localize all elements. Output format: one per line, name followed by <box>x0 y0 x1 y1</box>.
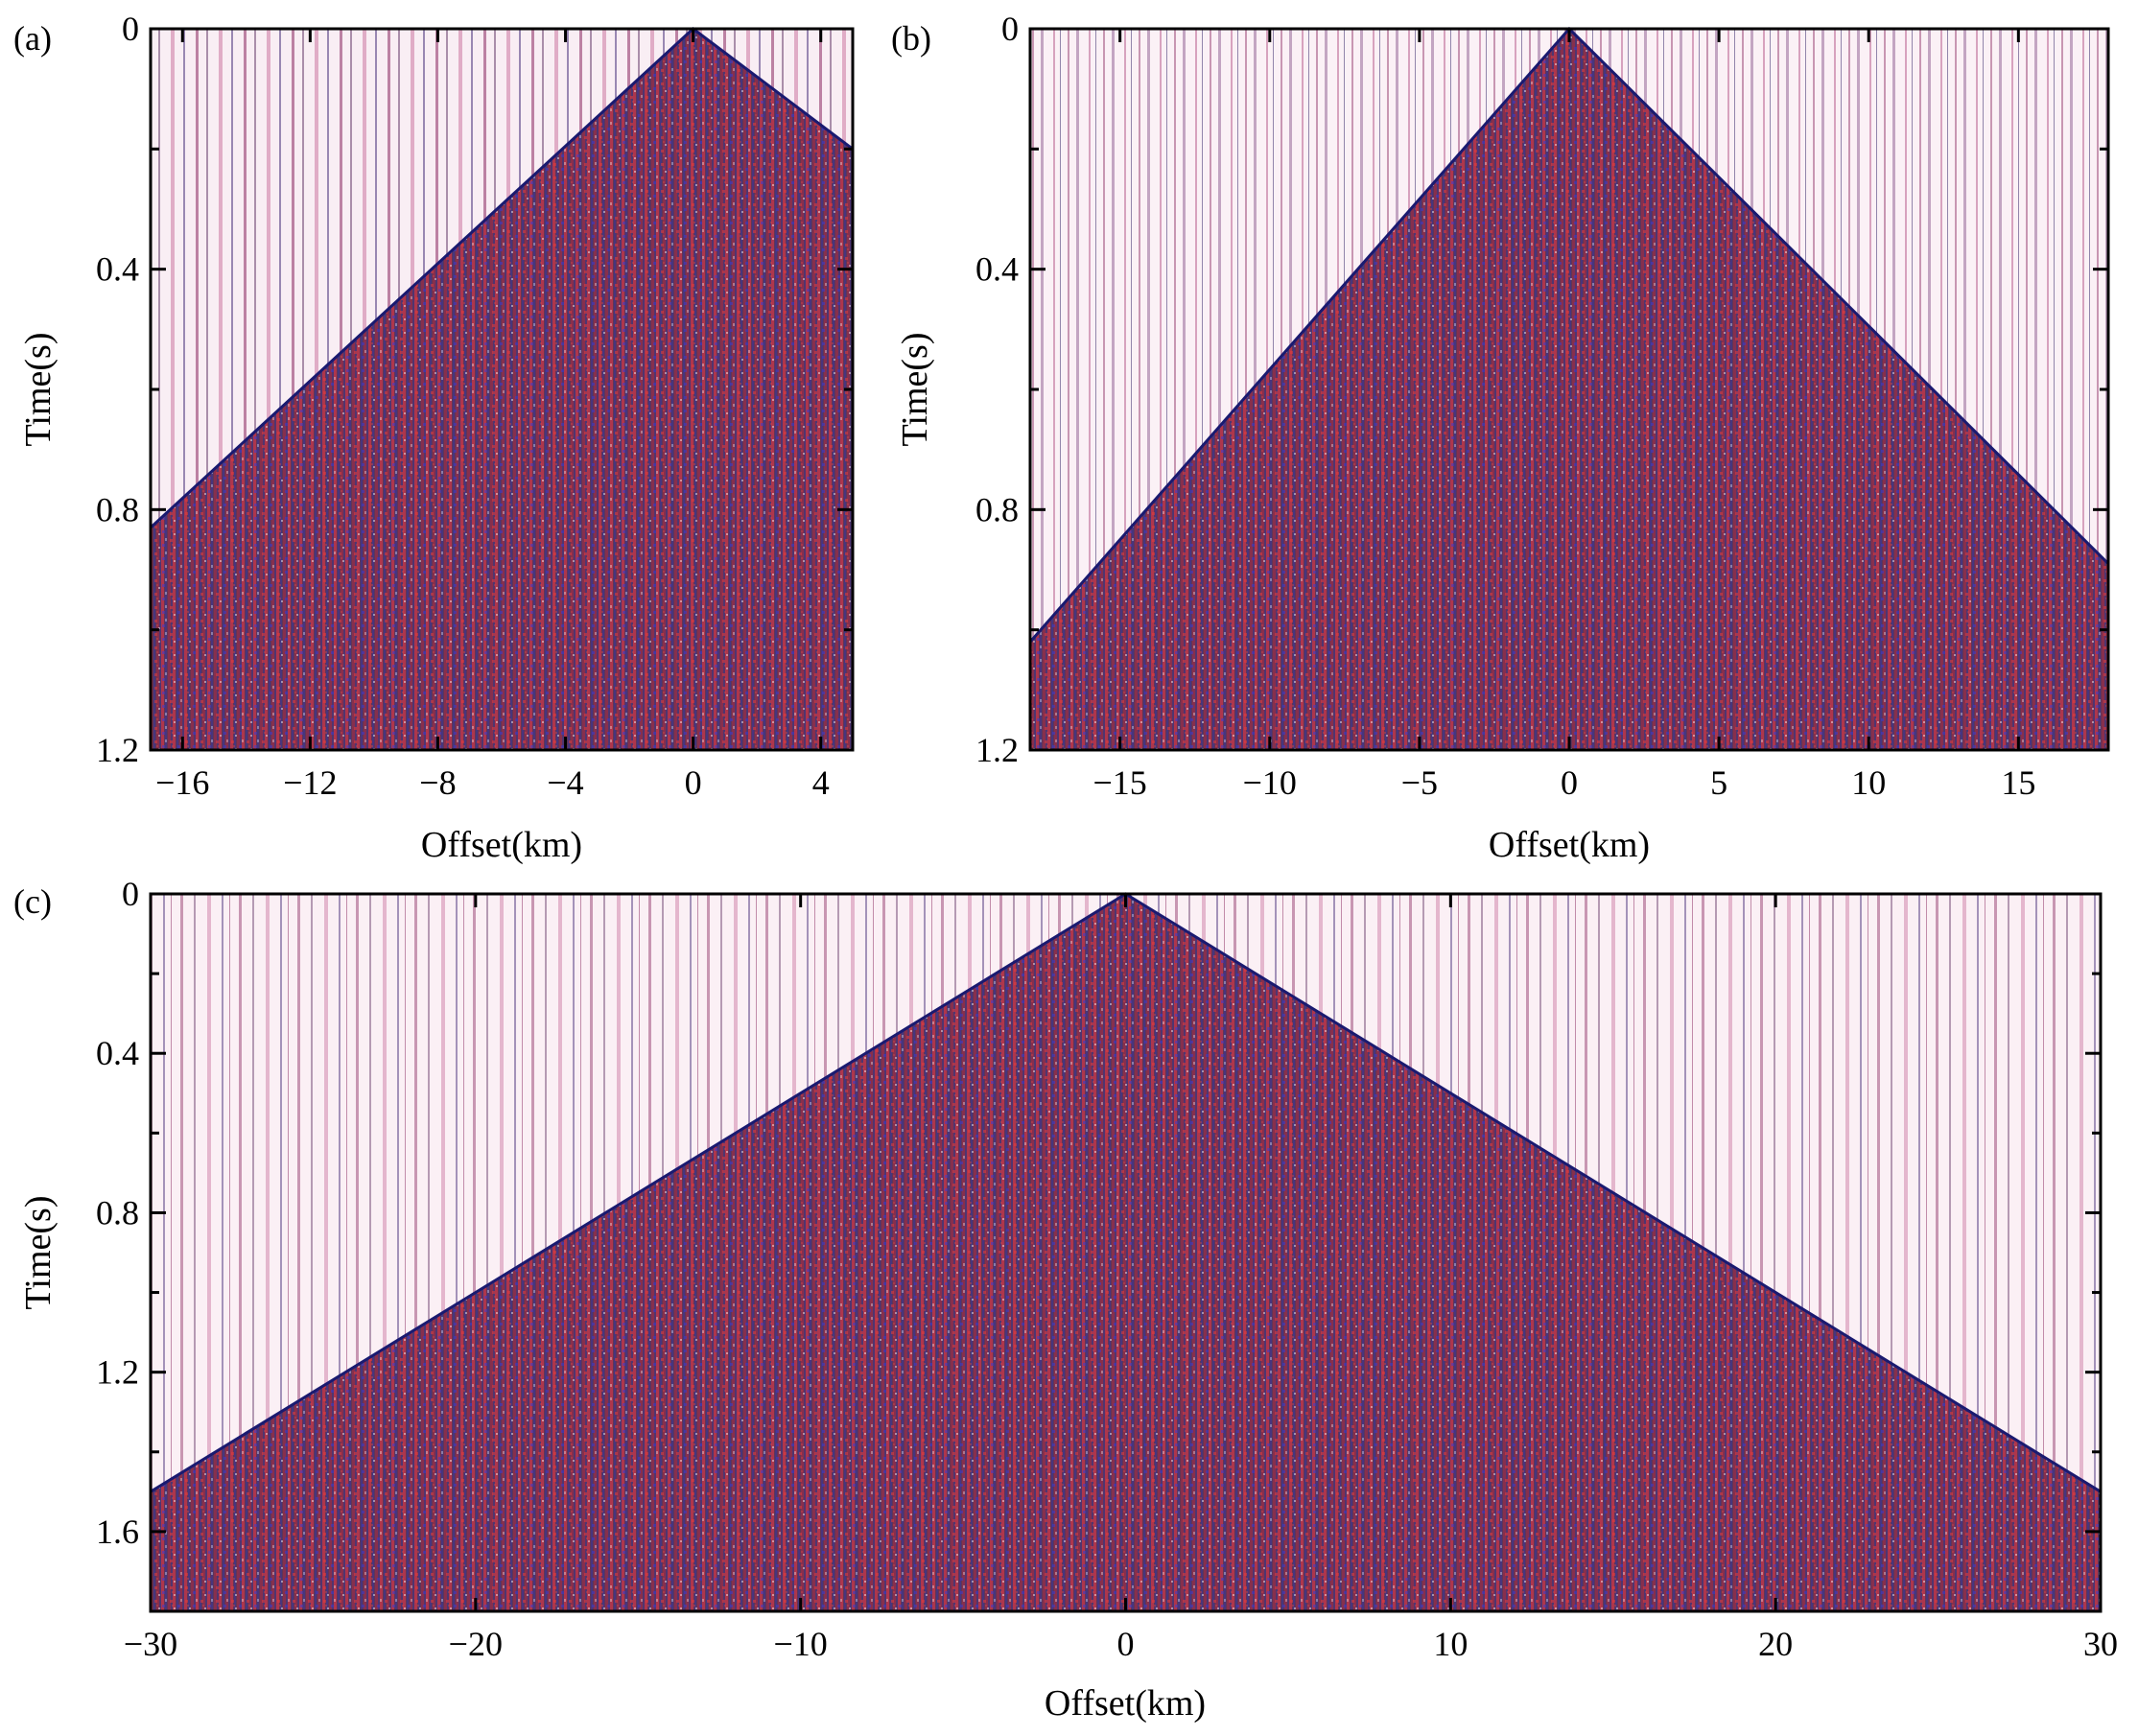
panel-c-xtick-label: 10 <box>1433 1625 1468 1663</box>
panel-c-xtick-label: −10 <box>774 1625 828 1663</box>
panel-c-wavefield-haze <box>151 894 2101 1611</box>
panel-c-xtick-label: −30 <box>124 1625 177 1663</box>
panel-a-ytick-label: 0.8 <box>96 490 139 528</box>
panel-b-ytick-label: 0.8 <box>975 490 1019 528</box>
panel-a-axes: −16 −12 −8 −4 0 4 0 0.4 0.8 1.2 <box>96 10 853 802</box>
panel-a-wavefield-haze <box>151 29 853 750</box>
panel-b-xtick-label: −5 <box>1401 763 1438 802</box>
panel-c-ylabel: Time(s) <box>18 1196 59 1310</box>
panel-b-xtick-label: −15 <box>1093 763 1147 802</box>
panel-c-label: (c) <box>13 882 52 921</box>
panel-b-ytick-label: 0 <box>1001 10 1019 48</box>
panel-a-xtick-label: −4 <box>547 763 583 802</box>
panel-c-wavefield-noise <box>151 894 2101 1611</box>
panel-b-xtick-label: 0 <box>1561 763 1578 802</box>
panel-c-axes: −30 −20 −10 0 10 20 30 0 0.4 0.8 1.2 1.6 <box>96 875 2118 1663</box>
panel-b-xtick-label: −10 <box>1243 763 1297 802</box>
panel-b-wavefield-noise <box>1030 29 2108 750</box>
panel-b-label: (b) <box>891 19 931 58</box>
panel-c-ytick-label: 0.8 <box>96 1193 139 1232</box>
panel-a-xlabel: Offset(km) <box>421 825 582 865</box>
panel-b-ytick-label: 0.4 <box>975 250 1019 289</box>
panel-c-ytick-label: 0 <box>122 875 139 913</box>
panel-c-ytick-label: 1.6 <box>96 1513 139 1551</box>
panel-c: −30 −20 −10 0 10 20 30 0 0.4 0.8 1.2 1.6 (c) Offset… <box>13 875 2118 1724</box>
panel-c-xtick-label: −20 <box>449 1625 503 1663</box>
panel-a-xtick-label: 4 <box>812 763 830 802</box>
panel-c-marks <box>150 892 2102 1611</box>
panel-a-xtick-label: −12 <box>283 763 337 802</box>
panel-b-marks <box>1028 26 2110 750</box>
panel-a-xtick-label: −16 <box>155 763 209 802</box>
panel-b-ylabel: Time(s) <box>895 333 935 447</box>
panel-c-xtick-label: 30 <box>2083 1625 2118 1663</box>
panel-c-xtick-label: 0 <box>1117 1625 1135 1663</box>
panel-b-ytick-label: 1.2 <box>975 731 1019 769</box>
panel-c-ytick-label: 0.4 <box>96 1034 139 1072</box>
panel-b-wavefield-haze <box>1030 29 2108 750</box>
panel-c-xtick-label: 20 <box>1758 1625 1793 1663</box>
panel-a-ylabel: Time(s) <box>18 333 59 447</box>
panel-c-ytick-label: 1.2 <box>96 1353 139 1392</box>
panel-b-axes: −15 −10 −5 0 5 10 15 0 0.4 0.8 1.2 <box>975 10 2108 802</box>
panel-a-xtick-label: 0 <box>685 763 702 802</box>
panel-a-ytick-label: 0.4 <box>96 250 139 289</box>
panel-b-xtick-label: 5 <box>1710 763 1727 802</box>
panel-a-wavefield-noise <box>151 29 853 750</box>
panel-b-xlabel: Offset(km) <box>1489 825 1650 865</box>
panel-c-xlabel: Offset(km) <box>1045 1683 1206 1724</box>
panel-a-xtick-label: −8 <box>419 763 456 802</box>
panel-a-ytick-label: 1.2 <box>96 731 139 769</box>
panel-a-marks <box>149 27 854 750</box>
panel-a: −16 −12 −8 −4 0 4 0 0.4 0.8 1.2 (a) Offset(km) Ti… <box>13 10 855 865</box>
panel-a-ytick-label: 0 <box>122 10 139 48</box>
panel-a-label: (a) <box>13 19 52 58</box>
panel-b-xtick-label: 15 <box>2001 763 2035 802</box>
panel-b-xtick-label: 10 <box>1851 763 1886 802</box>
